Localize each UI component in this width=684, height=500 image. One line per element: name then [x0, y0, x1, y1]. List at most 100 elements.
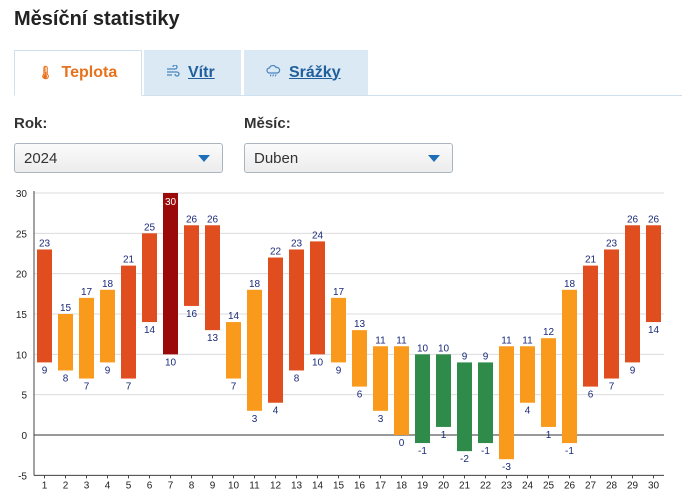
- max-temp-label: 17: [81, 287, 93, 298]
- max-temp-label: 23: [39, 238, 51, 249]
- x-tick-label: 29: [627, 480, 639, 491]
- min-temp-label: 10: [312, 357, 324, 368]
- y-tick-label: 20: [16, 270, 28, 281]
- temperature-bar: [58, 314, 73, 371]
- month-select[interactable]: Duben: [244, 143, 453, 173]
- x-tick-label: 21: [459, 480, 471, 491]
- max-temp-label: 26: [627, 214, 639, 225]
- max-temp-label: 11: [396, 335, 407, 346]
- y-tick-label: 0: [21, 431, 27, 442]
- temperature-bar: [331, 297, 346, 363]
- y-tick-label: 25: [16, 229, 28, 240]
- max-temp-label: 14: [228, 311, 240, 322]
- x-tick-label: 10: [228, 480, 240, 491]
- x-tick-label: 7: [168, 480, 174, 491]
- max-temp-label: 23: [291, 238, 303, 249]
- x-tick-label: 28: [606, 480, 618, 491]
- year-select-value: 2024: [24, 149, 58, 167]
- max-temp-label: 26: [207, 214, 219, 225]
- y-tick-label: 15: [16, 310, 28, 321]
- y-tick-label: 5: [21, 391, 27, 402]
- min-temp-label: 4: [273, 406, 279, 417]
- wind-icon: [166, 64, 180, 80]
- min-temp-label: 14: [648, 325, 660, 336]
- max-temp-label: 10: [438, 343, 450, 354]
- temperature-bar: [121, 265, 136, 379]
- min-temp-label: 3: [252, 414, 258, 425]
- tab-vitr[interactable]: Vítr: [144, 50, 241, 95]
- temperature-bar: [373, 346, 388, 411]
- tab-srazky-label: Srážky: [289, 63, 341, 81]
- x-tick-label: 30: [648, 480, 660, 491]
- max-temp-label: 17: [333, 287, 345, 298]
- tab-bar: 🌡︎ Teplota Vítr Srážky: [14, 50, 682, 96]
- max-temp-label: 21: [585, 255, 597, 266]
- temperature-bar: [646, 225, 661, 323]
- min-temp-label: 10: [165, 357, 177, 368]
- x-tick-label: 14: [312, 480, 324, 491]
- temperature-bar: [520, 346, 535, 403]
- temperature-bar: [163, 193, 178, 355]
- temperature-bar: [268, 257, 283, 403]
- max-temp-label: 12: [543, 327, 555, 338]
- temperature-bar: [583, 265, 598, 387]
- tab-srazky[interactable]: Srážky: [244, 50, 368, 95]
- max-temp-label: 30: [165, 197, 177, 208]
- x-tick-label: 22: [480, 480, 492, 491]
- max-temp-label: 13: [354, 319, 366, 330]
- month-select-value: Duben: [254, 149, 299, 167]
- min-temp-label: -2: [460, 454, 469, 465]
- x-tick-label: 3: [84, 480, 90, 491]
- max-temp-label: 22: [270, 247, 282, 258]
- rain-cloud-icon: [266, 64, 281, 80]
- min-temp-label: -1: [481, 446, 490, 457]
- x-tick-label: 1: [42, 480, 48, 491]
- temperature-bar: [100, 289, 115, 363]
- temperature-bar: [562, 289, 577, 444]
- temperature-bar: [247, 289, 262, 411]
- max-temp-label: 10: [417, 343, 429, 354]
- x-tick-label: 2: [63, 480, 69, 491]
- tab-teplota[interactable]: 🌡︎ Teplota: [14, 50, 142, 96]
- month-label: Měsíc:: [244, 115, 291, 132]
- x-tick-label: 8: [189, 480, 195, 491]
- temperature-bar: [541, 338, 556, 427]
- year-select[interactable]: 2024: [14, 143, 223, 173]
- temperature-bar: [289, 249, 304, 371]
- temperature-bar: [625, 225, 640, 363]
- min-temp-label: 1: [546, 430, 552, 441]
- min-temp-label: 13: [207, 333, 219, 344]
- year-label: Rok:: [14, 115, 48, 132]
- y-tick-label: 30: [16, 189, 28, 200]
- min-temp-label: 0: [399, 438, 405, 449]
- x-tick-label: 6: [147, 480, 153, 491]
- max-temp-label: 21: [123, 255, 135, 266]
- min-temp-label: 9: [105, 365, 111, 376]
- max-temp-label: 25: [144, 222, 156, 233]
- tab-vitr-label: Vítr: [188, 63, 215, 81]
- temperature-chart: -505101520253023911582177318942175251463…: [16, 189, 664, 491]
- temperature-bar: [394, 346, 409, 435]
- x-tick-label: 18: [396, 480, 408, 491]
- x-tick-label: 19: [417, 480, 429, 491]
- max-temp-label: 26: [648, 214, 660, 225]
- max-temp-label: 18: [564, 279, 576, 290]
- temperature-bar: [499, 346, 514, 460]
- x-tick-label: 4: [105, 480, 111, 491]
- min-temp-label: -3: [502, 462, 511, 473]
- min-temp-label: 3: [378, 414, 384, 425]
- max-temp-label: 15: [60, 303, 72, 314]
- x-tick-label: 5: [126, 480, 132, 491]
- max-temp-label: 11: [501, 335, 512, 346]
- min-temp-label: -1: [565, 446, 574, 457]
- thermometer-icon: 🌡︎: [37, 65, 54, 80]
- min-temp-label: 1: [441, 430, 447, 441]
- temperature-bar: [478, 362, 493, 444]
- chevron-down-icon: [428, 155, 440, 162]
- min-temp-label: 6: [588, 390, 594, 401]
- x-tick-label: 25: [543, 480, 555, 491]
- x-tick-label: 27: [585, 480, 597, 491]
- max-temp-label: 18: [249, 279, 261, 290]
- temperature-bar: [142, 233, 157, 323]
- min-temp-label: 6: [357, 390, 363, 401]
